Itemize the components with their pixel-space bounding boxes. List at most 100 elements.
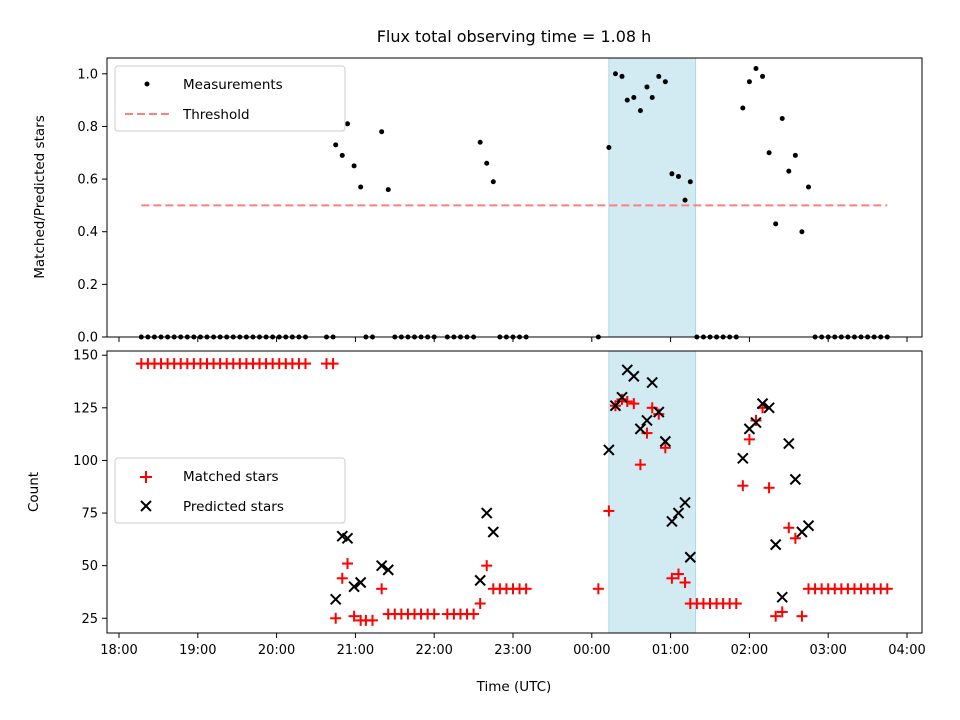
measurements-point xyxy=(624,97,630,103)
measurements-point xyxy=(675,173,681,179)
predicted-stars-point xyxy=(756,397,769,410)
x-tick-label: 23:00 xyxy=(494,643,531,658)
matched-stars-point xyxy=(737,480,749,492)
y-tick-label: 0.2 xyxy=(77,278,98,293)
predicted-stars-point xyxy=(763,402,775,414)
predicted-stars-point xyxy=(789,473,802,486)
measurements-point xyxy=(619,73,625,79)
measurements-point xyxy=(339,152,345,158)
measurements-point xyxy=(644,84,650,90)
y-tick-label: 125 xyxy=(73,401,98,416)
predicted-stars-point xyxy=(679,496,691,509)
matched-stars-point xyxy=(763,482,775,494)
legend-matched-marker xyxy=(140,471,152,483)
bottom-x-ticks: 18:00 19:00 20:00 21:00 22:00 23:00 00:00 01:00… xyxy=(100,633,926,658)
measurements-point xyxy=(779,116,785,122)
matched-stars-point xyxy=(659,442,671,454)
predicted-stars-point xyxy=(348,580,360,593)
x-tick-label: 00:00 xyxy=(573,643,610,658)
measurements-point xyxy=(606,144,612,150)
predicted-stars-point xyxy=(653,406,665,418)
predicted-stars-point xyxy=(802,519,815,532)
measurements-point xyxy=(385,187,391,193)
matched-stars-point xyxy=(592,583,604,595)
x-tick-label: 20:00 xyxy=(258,643,295,658)
top-highlight-span xyxy=(608,57,697,338)
top-legend: Measurements Threshold xyxy=(114,65,346,132)
matched-stars-point xyxy=(468,608,480,620)
x-tick-label: 04:00 xyxy=(888,643,925,658)
legend-matched-label: Matched stars xyxy=(183,469,279,485)
predicted-stars-point xyxy=(616,391,628,404)
matched-stars-point xyxy=(770,610,782,622)
matched-stars-point xyxy=(796,610,808,622)
matched-stars-point xyxy=(376,583,388,595)
matched-stars-point xyxy=(730,598,742,610)
measurements-point xyxy=(766,150,772,156)
matched-stars-point xyxy=(342,558,354,570)
measurements-point xyxy=(612,71,618,77)
matched-stars-point xyxy=(327,358,339,370)
bottom-plot-area xyxy=(135,358,893,626)
predicted-stars-point xyxy=(329,593,342,606)
predicted-stars-point xyxy=(750,416,762,429)
matched-stars-point xyxy=(336,572,348,584)
bottom-legend-box xyxy=(114,457,346,524)
measurements-point xyxy=(477,139,483,145)
x-tick-label: 01:00 xyxy=(652,643,689,658)
matched-stars-point xyxy=(348,610,360,622)
predicted-stars-point xyxy=(672,507,685,519)
matched-stars-point xyxy=(628,398,640,410)
measurements-point xyxy=(637,108,643,114)
top-y-axis-label: Matched/Predicted stars xyxy=(32,115,48,278)
bottom-axes: 25 50 75 100 125 150 18:00 19:00 20:00 21:00 22:0… xyxy=(26,349,926,695)
x-axis-label: Time (UTC) xyxy=(476,679,552,695)
predicted-stars-point xyxy=(628,370,640,382)
measurements-point xyxy=(682,197,688,203)
y-tick-label: 50 xyxy=(81,559,98,574)
matched-stars-point xyxy=(672,568,684,580)
x-tick-label: 02:00 xyxy=(731,643,768,658)
y-tick-label: 150 xyxy=(73,349,98,364)
predicted-stars-point xyxy=(783,437,795,450)
matched-stars-point xyxy=(783,522,795,534)
top-axes-frame xyxy=(106,57,923,338)
predicted-stars-point xyxy=(603,444,615,456)
top-x-ticks xyxy=(118,337,908,342)
matched-stars-point xyxy=(428,608,440,620)
measurements-point xyxy=(484,160,490,166)
matched-stars-point xyxy=(789,532,801,544)
legend-predicted-label: Predicted stars xyxy=(183,499,284,515)
measurements-point xyxy=(773,221,779,227)
matched-stars-point xyxy=(666,572,678,584)
bottom-axes-frame xyxy=(106,350,923,634)
measurements-point xyxy=(786,168,792,174)
measurements-point xyxy=(358,184,364,190)
y-tick-label: 1.0 xyxy=(77,67,98,82)
y-tick-label: 0.6 xyxy=(77,173,98,188)
matched-stars-point xyxy=(634,459,646,471)
legend-measurements-label: Measurements xyxy=(183,77,283,93)
x-tick-label: 03:00 xyxy=(809,643,846,658)
matched-stars-point xyxy=(743,433,755,445)
top-plot-area xyxy=(138,66,890,340)
y-tick-label: 0.8 xyxy=(77,120,98,135)
matched-stars-point xyxy=(679,576,691,588)
measurements-point xyxy=(351,163,357,169)
predicted-stars-point xyxy=(684,551,697,563)
predicted-stars-point xyxy=(641,414,653,427)
predicted-stars-point xyxy=(737,452,749,465)
measurements-point xyxy=(792,152,798,158)
x-tick-label: 19:00 xyxy=(179,643,216,658)
measurements-point xyxy=(669,171,675,177)
measurements-point xyxy=(687,179,693,185)
measurements-point xyxy=(740,105,746,111)
measurements-point xyxy=(379,129,385,135)
predicted-stars-point xyxy=(382,564,394,576)
predicted-stars-point xyxy=(659,435,672,448)
x-tick-label: 18:00 xyxy=(100,643,137,658)
chart-title: Flux total observing time = 1.08 h xyxy=(377,27,652,46)
measurements-point xyxy=(753,66,759,72)
legend-threshold-label: Threshold xyxy=(182,107,250,123)
